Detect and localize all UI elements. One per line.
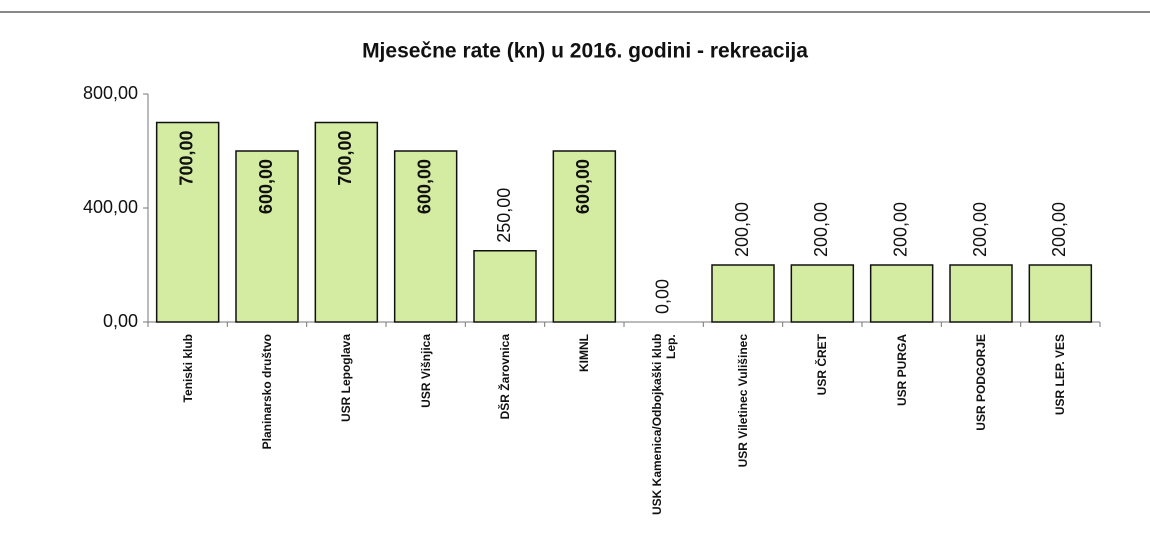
bar bbox=[869, 264, 934, 323]
y-tick-label: 400,00 bbox=[83, 197, 138, 217]
value-label: 200,00 bbox=[811, 202, 831, 257]
bar bbox=[314, 121, 379, 323]
value-label: 200,00 bbox=[732, 202, 752, 257]
x-tick-label: DŠR Žarovnica bbox=[498, 334, 512, 420]
x-tick-label: USR LEP. VES bbox=[1053, 334, 1068, 416]
value-label: 700,00 bbox=[335, 131, 355, 186]
bar bbox=[711, 264, 775, 323]
x-tick-label: USR Višnjica bbox=[418, 334, 433, 408]
x-tick-label: Teniski klub bbox=[180, 334, 195, 403]
x-tick-label: USR Viletinec Vulišinec bbox=[736, 334, 750, 468]
bar bbox=[473, 250, 537, 323]
y-tick-label: 0,00 bbox=[103, 311, 138, 331]
value-label: 200,00 bbox=[890, 202, 910, 257]
value-label: 200,00 bbox=[1049, 202, 1069, 257]
bar bbox=[790, 264, 855, 323]
x-tick-label: USR PODGORJE bbox=[974, 334, 988, 431]
x-tick-label: USR ČRET bbox=[815, 334, 830, 396]
value-label: 200,00 bbox=[970, 202, 990, 257]
y-tick-label: 800,00 bbox=[83, 83, 138, 103]
value-label: 600,00 bbox=[573, 159, 593, 214]
bar bbox=[949, 264, 1013, 323]
bar bbox=[552, 150, 617, 323]
bar bbox=[155, 121, 220, 323]
x-tick-label: Planinarsko društvo bbox=[260, 334, 274, 450]
value-label: 600,00 bbox=[414, 159, 434, 214]
bar bbox=[1028, 264, 1093, 323]
value-label: 700,00 bbox=[176, 131, 196, 186]
x-tick-label: USR PURGA bbox=[894, 334, 909, 407]
bar bbox=[393, 150, 458, 323]
value-label: 600,00 bbox=[256, 159, 276, 214]
value-label: 0,00 bbox=[652, 279, 672, 314]
x-tick-label: USK Kamenica/Odbojkaški klub Lep. bbox=[649, 334, 678, 516]
value-label: 250,00 bbox=[494, 188, 514, 243]
bar bbox=[235, 150, 299, 323]
x-tick-label: USR Lepoglava bbox=[339, 334, 354, 423]
x-tick-label: KIMNL bbox=[577, 334, 592, 372]
chart-title: Mjesečne rate (kn) u 2016. godini - rekr… bbox=[362, 40, 808, 63]
